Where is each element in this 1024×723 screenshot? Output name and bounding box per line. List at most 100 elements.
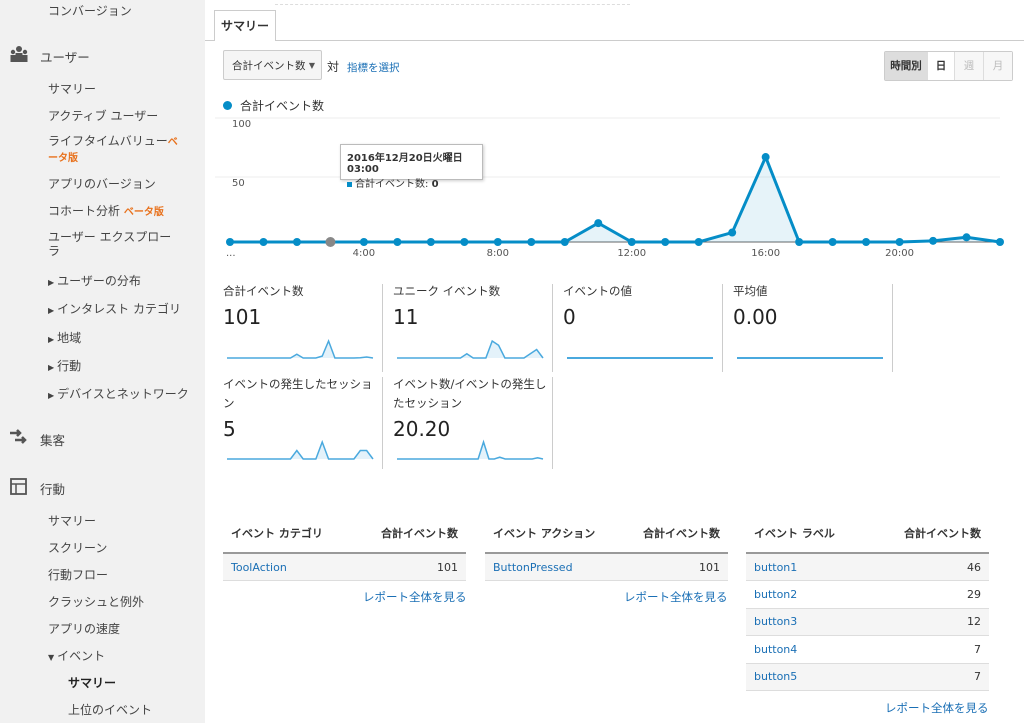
column-header[interactable]: 合計イベント数 [628,515,728,554]
sidebar-section-users[interactable]: ユーザー [40,50,90,65]
view-full-report-link[interactable]: レポート全体を見る [885,701,989,715]
data-point[interactable] [895,238,904,246]
row-value: 7 [889,663,989,691]
data-point[interactable] [594,219,603,228]
sidebar-item-users-summary[interactable]: サマリー [48,82,97,96]
row-value: 101 [628,553,728,581]
sparkline [397,439,544,460]
table-row: button5 7 [746,663,989,691]
data-point[interactable] [560,238,569,246]
line-chart[interactable]: 100 50... 4:00 8:00 12:00 16:00 20:00 [205,115,1024,265]
metric-dropdown[interactable]: 合計イベント数 ▼ [223,50,322,80]
row-link[interactable]: button1 [754,560,798,574]
x-tick-label: 8:00 [487,248,509,259]
row-link[interactable]: button3 [754,615,798,629]
chevron-down-icon: ▼ [308,61,315,70]
sidebar-item-events[interactable]: ▼ イベント [48,647,105,664]
scorecard[interactable]: イベントの値 0 [563,284,723,372]
lifetime-value-label: ライフタイムバリュー [48,134,168,148]
row-link[interactable]: button2 [754,587,798,601]
sidebar-item-app-version[interactable]: アプリのバージョン [48,177,156,191]
data-point[interactable] [962,233,971,242]
view-full-report-link[interactable]: レポート全体を見る [363,590,467,604]
data-point[interactable] [359,238,368,246]
table-row: button2 29 [746,580,989,609]
sidebar-section-behavior[interactable]: 行動 [40,482,66,497]
sidebar-item-active-users[interactable]: アクティブ ユーザー [48,109,159,123]
scorecard[interactable]: イベントの発生したセッション 5 [223,377,383,469]
data-point[interactable] [996,238,1004,246]
label: 地域 [57,331,82,345]
data-point[interactable] [627,238,636,246]
sidebar-item-lifetime-value[interactable]: ライフタイムバリューベータ版 [48,134,178,166]
data-point[interactable] [460,238,469,246]
sidebar-item-conversion[interactable]: コンバージョン [48,4,132,18]
data-point[interactable] [426,238,435,246]
row-value: 101 [366,553,466,581]
sidebar-item-crashes[interactable]: クラッシュと例外 [48,595,145,609]
sidebar-item-geo[interactable]: ▶ 地域 [48,329,81,346]
x-tick-label: 20:00 [885,248,914,259]
column-header[interactable]: 合計イベント数 [366,515,466,554]
month-button[interactable]: 月 [983,52,1012,80]
data-point[interactable] [493,238,502,246]
data-point[interactable] [862,238,871,246]
beta-badge: ベータ版 [48,137,178,164]
scorecard[interactable]: ユニーク イベント数 11 [393,284,553,372]
column-header: イベント ラベル [746,515,889,554]
row-link[interactable]: ButtonPressed [493,560,573,574]
sidebar-item-user-explorer[interactable]: ユーザー エクスプローラ [48,230,172,258]
scorecard[interactable]: 平均値 0.00 [733,284,893,372]
sidebar-item-behavior-flow[interactable]: 行動フロー [48,568,109,582]
tab-summary[interactable]: サマリー [214,10,276,41]
sidebar-item-interests[interactable]: ▶ インタレスト カテゴリ [48,300,181,317]
sidebar-item-app-speed[interactable]: アプリの速度 [48,622,121,636]
data-point[interactable] [259,238,268,246]
legend-dot-icon [223,101,232,110]
sidebar-item-top-events[interactable]: 上位のイベント [68,703,153,717]
divider [275,4,630,5]
row-link[interactable]: ToolAction [231,560,287,574]
table-row: button3 12 [746,608,989,636]
table-row: button1 46 [746,553,989,581]
sparkline-area [397,442,543,459]
sidebar-item-behavior-summary[interactable]: サマリー [48,514,97,528]
label-table: イベント ラベル 合計イベント数 button1 46 button2 29 button3… [746,515,989,691]
data-point[interactable] [795,238,804,246]
data-point[interactable] [694,238,703,246]
day-button[interactable]: 日 [927,52,954,80]
data-point[interactable] [527,238,536,246]
data-point[interactable] [929,236,938,245]
data-point[interactable] [828,238,837,246]
x-tick-label: ... [226,248,236,259]
row-link[interactable]: button4 [754,642,798,656]
sidebar-item-screens[interactable]: スクリーン [48,541,108,555]
scorecard[interactable]: イベント数/イベントの発生したセッション 20.20 [393,377,553,469]
week-button[interactable]: 週 [954,52,983,80]
data-point[interactable] [661,238,670,246]
scorecard[interactable]: 合計イベント数 101 [223,284,383,372]
label: 行動 [57,359,82,373]
column-header[interactable]: 合計イベント数 [889,515,989,554]
expand-arrow-icon: ▶ [48,391,55,400]
sidebar-item-cohort[interactable]: コホート分析 ベータ版 [48,202,164,219]
sidebar-item-behavior[interactable]: ▶ 行動 [48,357,81,374]
data-point[interactable] [728,228,737,237]
data-point[interactable] [292,238,301,246]
row-value: 46 [889,553,989,581]
data-point[interactable] [226,238,234,246]
data-point[interactable] [761,153,770,162]
tooltip-title: 2016年12月20日火曜日 03:00 [347,153,463,175]
sidebar-section-acquisition[interactable]: 集客 [40,433,66,448]
data-point[interactable] [393,238,402,246]
data-point[interactable] [325,237,336,247]
sidebar-item-devices[interactable]: ▶ デバイスとネットワーク [48,385,189,402]
row-link[interactable]: button5 [754,670,798,684]
sparkline [567,357,713,359]
sidebar-item-events-summary[interactable]: サマリー [68,676,117,690]
select-metric-link[interactable]: 指標を選択 [347,62,400,74]
view-full-report-link[interactable]: レポート全体を見る [624,590,728,604]
sidebar-item-demographics[interactable]: ▶ ユーザーの分布 [48,272,141,289]
label: デバイスとネットワーク [57,387,189,401]
hourly-button[interactable]: 時間別 [885,52,927,80]
